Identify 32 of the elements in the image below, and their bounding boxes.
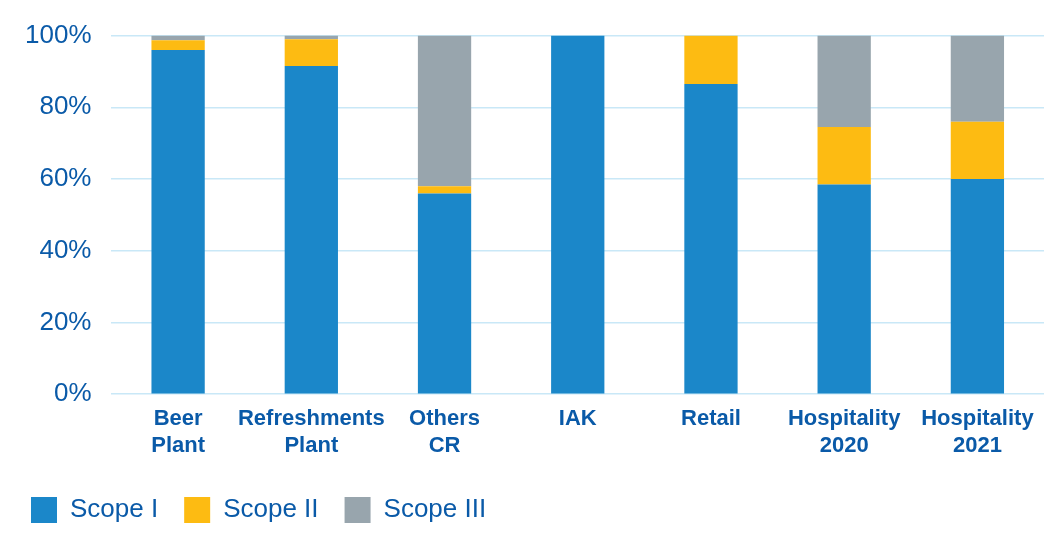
x-tick-label: Beer Plant bbox=[151, 405, 206, 457]
legend-label: Scope I bbox=[70, 493, 159, 524]
bar bbox=[817, 184, 871, 394]
bar bbox=[417, 193, 472, 394]
bar bbox=[284, 39, 338, 67]
bar bbox=[950, 121, 1005, 180]
bar bbox=[417, 35, 472, 187]
y-tick-label: 60% bbox=[39, 162, 92, 193]
x-tick-label: Hospitality 2021 bbox=[921, 405, 1035, 457]
y-tick-label: 0% bbox=[53, 377, 92, 408]
y-tick-label: 20% bbox=[39, 305, 92, 336]
bar bbox=[684, 35, 738, 85]
x-tick-label: Others CR bbox=[409, 405, 480, 457]
legend-label: Scope II bbox=[223, 493, 319, 524]
x-tick-label: Retail bbox=[681, 405, 741, 431]
bar bbox=[950, 35, 1005, 122]
bar bbox=[817, 35, 871, 128]
bar bbox=[684, 84, 738, 394]
bar bbox=[817, 127, 871, 185]
bar bbox=[417, 186, 472, 194]
bar bbox=[551, 35, 605, 394]
x-tick-label: Hospitality 2020 bbox=[787, 405, 902, 457]
x-tick-label: IAK bbox=[558, 405, 597, 431]
bar bbox=[151, 49, 205, 394]
bar bbox=[151, 40, 205, 50]
y-tick-label: 80% bbox=[39, 90, 92, 121]
x-tick-label: Refreshments Plant bbox=[237, 405, 385, 457]
bar bbox=[284, 66, 338, 394]
y-tick-label: 40% bbox=[39, 233, 92, 264]
bar bbox=[950, 179, 1005, 394]
y-tick-label: 100% bbox=[25, 18, 92, 49]
legend-label: Scope III bbox=[383, 493, 487, 524]
